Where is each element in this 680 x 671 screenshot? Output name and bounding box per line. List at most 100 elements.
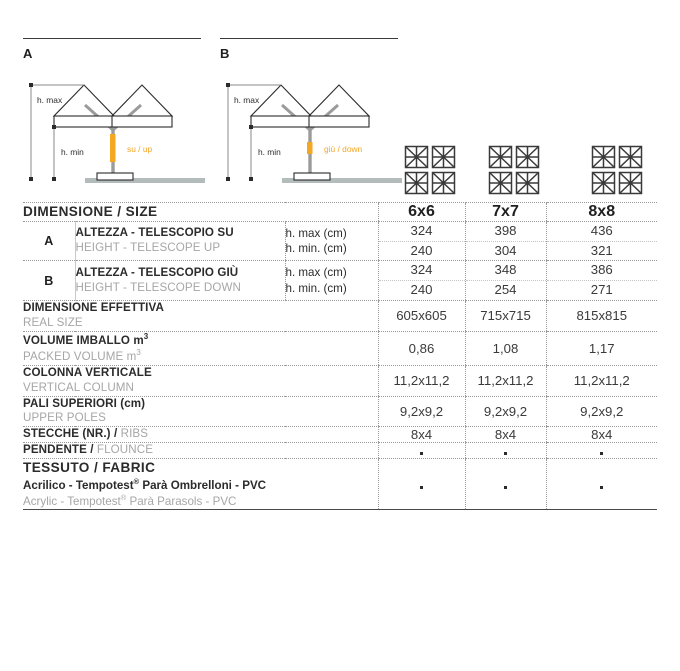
hmax-label-b: h. max — [234, 95, 260, 105]
ground-strip-b — [282, 178, 402, 183]
left-valance-a — [53, 115, 115, 128]
value-vertical-column-6x6: 11,2x11,2 — [377, 365, 465, 397]
flounce-bullet-7x7 — [503, 452, 508, 456]
value-upper-poles-8x8: 9,2x9,2 — [545, 396, 657, 428]
row-label-fabric-it: TESSUTO — [23, 460, 90, 476]
value-hmax-6x6: 324 — [410, 223, 433, 238]
value-height-down-6x6: 324 240 — [377, 260, 465, 301]
hmin-marker-bottom-b — [249, 177, 253, 181]
row-label-flounce: PENDENTE / FLOUNCE — [23, 442, 378, 460]
row-marker-b: B — [23, 260, 75, 301]
table-row-vertical-column: COLONNA VERTICALE VERTICAL COLUMN 11,2x1… — [23, 365, 657, 397]
row-label-packed-volume: VOLUME IMBALLO m3 PACKED VOLUME m3 — [23, 331, 378, 366]
value-height-down-8x8: 386 271 — [545, 260, 657, 301]
registered-mark-icon: ® — [120, 493, 127, 503]
row-label-real-size-en: REAL SIZE — [23, 315, 83, 329]
row-label-packed-volume-en: PACKED VOLUME m — [23, 350, 137, 364]
row-label-size: DIMENSIONE / SIZE — [23, 202, 378, 222]
table-row-ribs: STECCHE (NR.) / RIBS 8x4 8x4 8x4 — [23, 426, 657, 444]
left-valance-b — [250, 115, 312, 128]
value-real-size-7x7: 715x715 — [464, 300, 546, 332]
row-label-vertical-column-en: VERTICAL COLUMN — [23, 380, 135, 394]
hmin-marker-top-b — [249, 125, 253, 129]
ground-strip-a — [85, 178, 205, 183]
row-label-flounce-en: FLOUNCE — [96, 443, 154, 457]
row-label-ribs-sep: / — [113, 427, 118, 441]
diagram-a-rule — [23, 38, 201, 39]
row-label-vertical-column: COLONNA VERTICALE VERTICAL COLUMN — [23, 365, 378, 397]
table-row-height-up: A ALTEZZA - TELESCOPIO SU HEIGHT - TELES… — [23, 221, 657, 262]
right-valance-a — [111, 115, 173, 128]
telescope-segment-b — [307, 142, 313, 154]
value-hmin-7x7: 254 — [465, 280, 546, 300]
value-height-up-8x8: 436 321 — [545, 221, 657, 262]
left-canopy-a — [52, 84, 116, 117]
value-hmin-8x8: 271 — [546, 280, 657, 300]
fabric-detail-en-2: Parà Parasols - PVC — [126, 494, 237, 508]
value-upper-poles-7x7: 9,2x9,2 — [464, 396, 546, 428]
value-height-down-7x7: 348 254 — [464, 260, 546, 301]
hmin-label-a: h. min — [61, 147, 84, 157]
packed-volume-en-sup: 3 — [136, 348, 141, 358]
row-label-fabric: TESSUTO / FABRIC Acrilico - Tempotest® P… — [23, 458, 378, 511]
row-label-upper-poles: PALI SUPERIORI (cm) UPPER POLES — [23, 396, 378, 428]
row-label-packed-volume-it: VOLUME IMBALLO m — [23, 333, 144, 347]
row-label-upper-poles-it: PALI SUPERIORI (cm) — [23, 396, 146, 410]
telescope-segment-a — [110, 134, 116, 162]
flounce-bullet-6x6 — [419, 452, 424, 456]
unit-h-min: h. min. (cm) — [285, 242, 347, 256]
value-hmax-8x8: 386 — [590, 262, 613, 278]
parasol-diagram-a-svg: h. max h. min su / up — [29, 83, 205, 183]
diagram-b-letter: B — [220, 46, 230, 61]
value-hmin-7x7: 304 — [465, 240, 546, 261]
size-header-8x8: 8x8 — [545, 202, 657, 222]
value-height-up-6x6: 324 240 — [377, 221, 465, 262]
fabric-bullet-6x6 — [419, 485, 424, 489]
hmin-marker-bottom-a — [52, 177, 56, 181]
parasol-grid-icon-cell-8x8 — [554, 143, 680, 197]
value-vertical-column-7x7: 11,2x11,2 — [464, 365, 546, 397]
value-fabric-7x7 — [464, 458, 546, 511]
row-label-flounce-it: PENDENTE — [23, 443, 87, 457]
right-canopy-b — [307, 84, 371, 117]
row-label-fabric-en: FABRIC — [102, 460, 156, 476]
base-plate-b — [293, 172, 331, 181]
parasol-grid-icon — [488, 145, 539, 195]
value-hmin-6x6: 240 — [378, 280, 465, 300]
diagram-b: B h. max h. min giù / down — [220, 38, 402, 183]
parasol-grid-icon — [591, 145, 643, 195]
row-label-vertical-column-it: COLONNA VERTICALE — [23, 365, 152, 379]
value-packed-volume-6x6: 0,86 — [377, 331, 465, 366]
row-label-height-up-it: ALTEZZA - TELESCOPIO SU — [75, 226, 234, 240]
row-label-fabric-sep: / — [93, 460, 99, 476]
fabric-bullet-7x7 — [503, 485, 508, 489]
hmax-marker-top-a — [29, 83, 33, 87]
table-row-flounce: PENDENTE / FLOUNCE — [23, 442, 657, 460]
row-label-ribs-en: RIBS — [120, 427, 149, 441]
packed-volume-it-sup: 3 — [143, 331, 149, 341]
diagram-panel: A h. max — [0, 0, 680, 196]
hmax-marker-top-b — [226, 83, 230, 87]
row-label-ribs: STECCHE (NR.) / RIBS — [23, 426, 378, 444]
row-label-size-it: DIMENSIONE — [23, 204, 114, 220]
row-label-upper-poles-en: UPPER POLES — [23, 411, 106, 425]
parasol-grid-icon — [404, 145, 455, 195]
table-row-packed-volume: VOLUME IMBALLO m3 PACKED VOLUME m3 0,86 … — [23, 331, 657, 366]
unit-h-max: h. max (cm) — [285, 266, 347, 280]
value-hmin-6x6: 240 — [378, 240, 465, 261]
table-row-size-header: DIMENSIONE / SIZE 6x6 7x7 8x8 — [23, 202, 657, 222]
hmin-marker-top-a — [52, 125, 56, 129]
hmax-marker-bottom-a — [29, 177, 33, 181]
diagram-b-rule — [220, 38, 398, 39]
state-label-b: giù / down — [324, 144, 363, 154]
state-label-a: su / up — [127, 144, 152, 154]
row-label-ribs-it: STECCHE (NR.) — [23, 427, 111, 441]
diagram-a: A h. max — [23, 38, 205, 183]
value-hmin-8x8: 321 — [546, 240, 657, 261]
value-vertical-column-8x8: 11,2x11,2 — [545, 365, 657, 397]
size-header-7x7: 7x7 — [464, 202, 546, 222]
row-units-height-down: h. max (cm) h. min. (cm) — [284, 260, 378, 301]
row-label-real-size-it: DIMENSIONE EFFETTIVA — [23, 300, 164, 314]
table-row-real-size: DIMENSIONE EFFETTIVA REAL SIZE 605x605 7… — [23, 300, 657, 332]
table-row-height-down: B ALTEZZA - TELESCOPIO GIÙ HEIGHT - TELE… — [23, 260, 657, 301]
